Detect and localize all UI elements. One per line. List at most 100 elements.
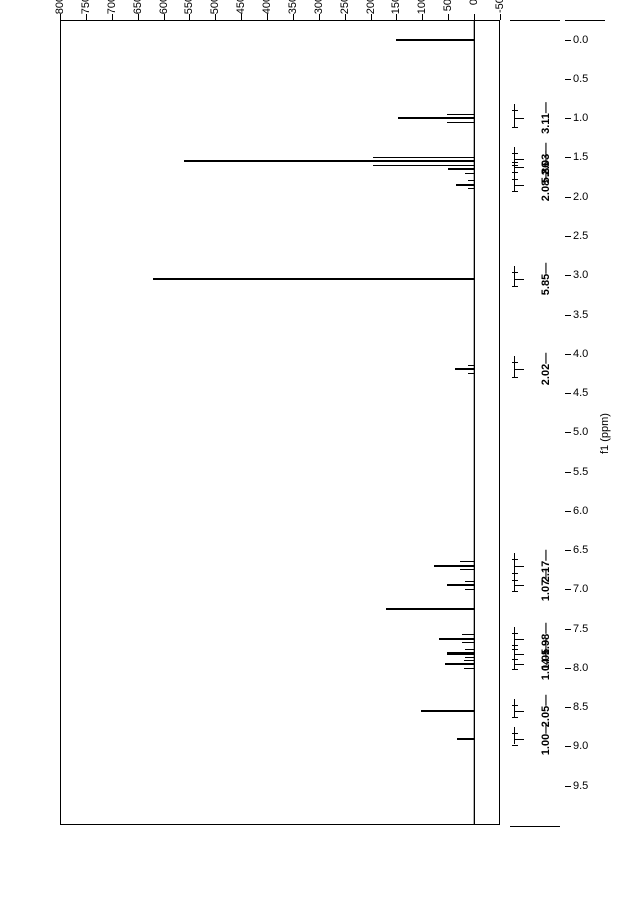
- x-tick-label: 7.0: [573, 583, 588, 595]
- integral-bracket-cap: [512, 645, 518, 646]
- x-tick-label: 9.0: [573, 740, 588, 752]
- integral-tail: [514, 185, 524, 186]
- nmr-peak: [448, 168, 474, 170]
- integral-bracket-cap: [512, 659, 518, 660]
- integral-label: 1.04—: [540, 648, 552, 680]
- integral-tail: [514, 566, 524, 567]
- x-tick: [565, 315, 571, 316]
- x-axis-title: f1 (ppm): [599, 413, 611, 454]
- integral-label: 1.00—: [540, 722, 552, 754]
- integral-bracket-cap: [512, 717, 518, 718]
- x-tick-label: 8.5: [573, 701, 588, 713]
- nmr-peak: [455, 368, 474, 370]
- y-tick-label: 1000: [416, 0, 428, 17]
- y-tick-label: 4500: [235, 0, 247, 17]
- nmr-peak-shoulder: [465, 173, 474, 174]
- integral-bracket-cap: [512, 633, 518, 634]
- y-tick-label: 500: [442, 0, 454, 17]
- x-tick: [565, 393, 571, 394]
- y-tick-label: 2000: [365, 0, 377, 17]
- nmr-peak-shoulder: [468, 180, 474, 181]
- nmr-peak-shoulder: [460, 569, 474, 570]
- integral-tail: [514, 654, 524, 655]
- integral-bracket-cap: [512, 573, 518, 574]
- nmr-peak: [439, 638, 474, 640]
- x-tick: [565, 511, 571, 512]
- nmr-plot-area: [60, 20, 500, 825]
- integral-bracket-cap: [512, 733, 518, 734]
- nmr-peak: [456, 184, 474, 186]
- nmr-peak-shoulder: [465, 649, 474, 650]
- spectrum-baseline: [474, 20, 475, 825]
- integral-tail: [514, 585, 524, 586]
- x-tick: [565, 472, 571, 473]
- nmr-peak-shoulder: [447, 122, 474, 123]
- integral-bracket-cap: [512, 162, 518, 163]
- integral-tail: [514, 664, 524, 665]
- integral-tail: [514, 118, 524, 119]
- x-tick-label: 7.5: [573, 623, 588, 635]
- y-tick-label: 5500: [183, 0, 195, 17]
- integral-label: 2.08—: [540, 169, 552, 201]
- nmr-peak: [434, 565, 474, 567]
- integral-bracket-cap: [512, 669, 518, 670]
- y-tick-label: -500: [494, 0, 506, 17]
- x-tick-label: 2.0: [573, 191, 588, 203]
- x-tick-label: 0.0: [573, 34, 588, 46]
- integral-bracket-cap: [512, 745, 518, 746]
- x-tick-label: 3.0: [573, 269, 588, 281]
- nmr-peak: [398, 117, 475, 119]
- nmr-peak-shoulder: [373, 157, 474, 158]
- nmr-peak: [386, 608, 474, 610]
- nmr-peak-shoulder: [468, 365, 475, 366]
- x-tick: [565, 786, 571, 787]
- integral-bracket-cap: [512, 286, 518, 287]
- integral-label: 2.02—: [540, 353, 552, 385]
- integral-bracket-cap: [512, 179, 518, 180]
- integral-tail: [514, 369, 524, 370]
- x-tick-label: 1.5: [573, 151, 588, 163]
- y-tick-label: 8000: [54, 0, 66, 17]
- nmr-peak-shoulder: [465, 165, 474, 166]
- integral-label: 3.11—: [540, 102, 552, 134]
- x-tick: [565, 118, 571, 119]
- nmr-peak-shoulder: [373, 165, 474, 166]
- x-tick-label: 6.5: [573, 544, 588, 556]
- nmr-peak-shoulder: [465, 581, 474, 582]
- y-tick-label: 2500: [339, 0, 351, 17]
- y-tick-label: 6500: [132, 0, 144, 17]
- nmr-peak: [445, 663, 474, 665]
- x-tick: [565, 668, 571, 669]
- x-tick: [565, 432, 571, 433]
- x-tick-label: 4.5: [573, 387, 588, 399]
- y-tick-label: 0: [468, 0, 480, 17]
- integral-bracket-cap: [512, 559, 518, 560]
- integral-tail: [514, 279, 524, 280]
- integral-bracket-cap: [512, 172, 518, 173]
- x-tick: [565, 354, 571, 355]
- x-tick-label: 5.0: [573, 426, 588, 438]
- nmr-peak-shoulder: [468, 188, 474, 189]
- nmr-peak-shoulder: [462, 634, 474, 635]
- nmr-peak-shoulder: [465, 657, 474, 658]
- nmr-peak-shoulder: [460, 561, 474, 562]
- x-tick: [565, 707, 571, 708]
- x-tick: [565, 236, 571, 237]
- nmr-peak: [396, 39, 474, 41]
- x-tick-label: 9.5: [573, 780, 588, 792]
- x-tick-label: 0.5: [573, 73, 588, 85]
- integral-label: 5.85—: [540, 263, 552, 295]
- integral-bracket-cap: [512, 580, 518, 581]
- nmr-peak-shoulder: [447, 114, 474, 115]
- integral-bracket-cap: [512, 153, 518, 154]
- x-tick-label: 4.0: [573, 348, 588, 360]
- integral-bracket-cap: [512, 165, 518, 166]
- integral-tail: [514, 159, 524, 160]
- integral-bracket-cap: [512, 705, 518, 706]
- x-tick-label: 8.0: [573, 662, 588, 674]
- x-tick-label: 6.0: [573, 505, 588, 517]
- integral-bracket-cap: [512, 591, 518, 592]
- x-tick: [565, 40, 571, 41]
- integral-tail: [514, 711, 524, 712]
- x-tick-label: 1.0: [573, 112, 588, 124]
